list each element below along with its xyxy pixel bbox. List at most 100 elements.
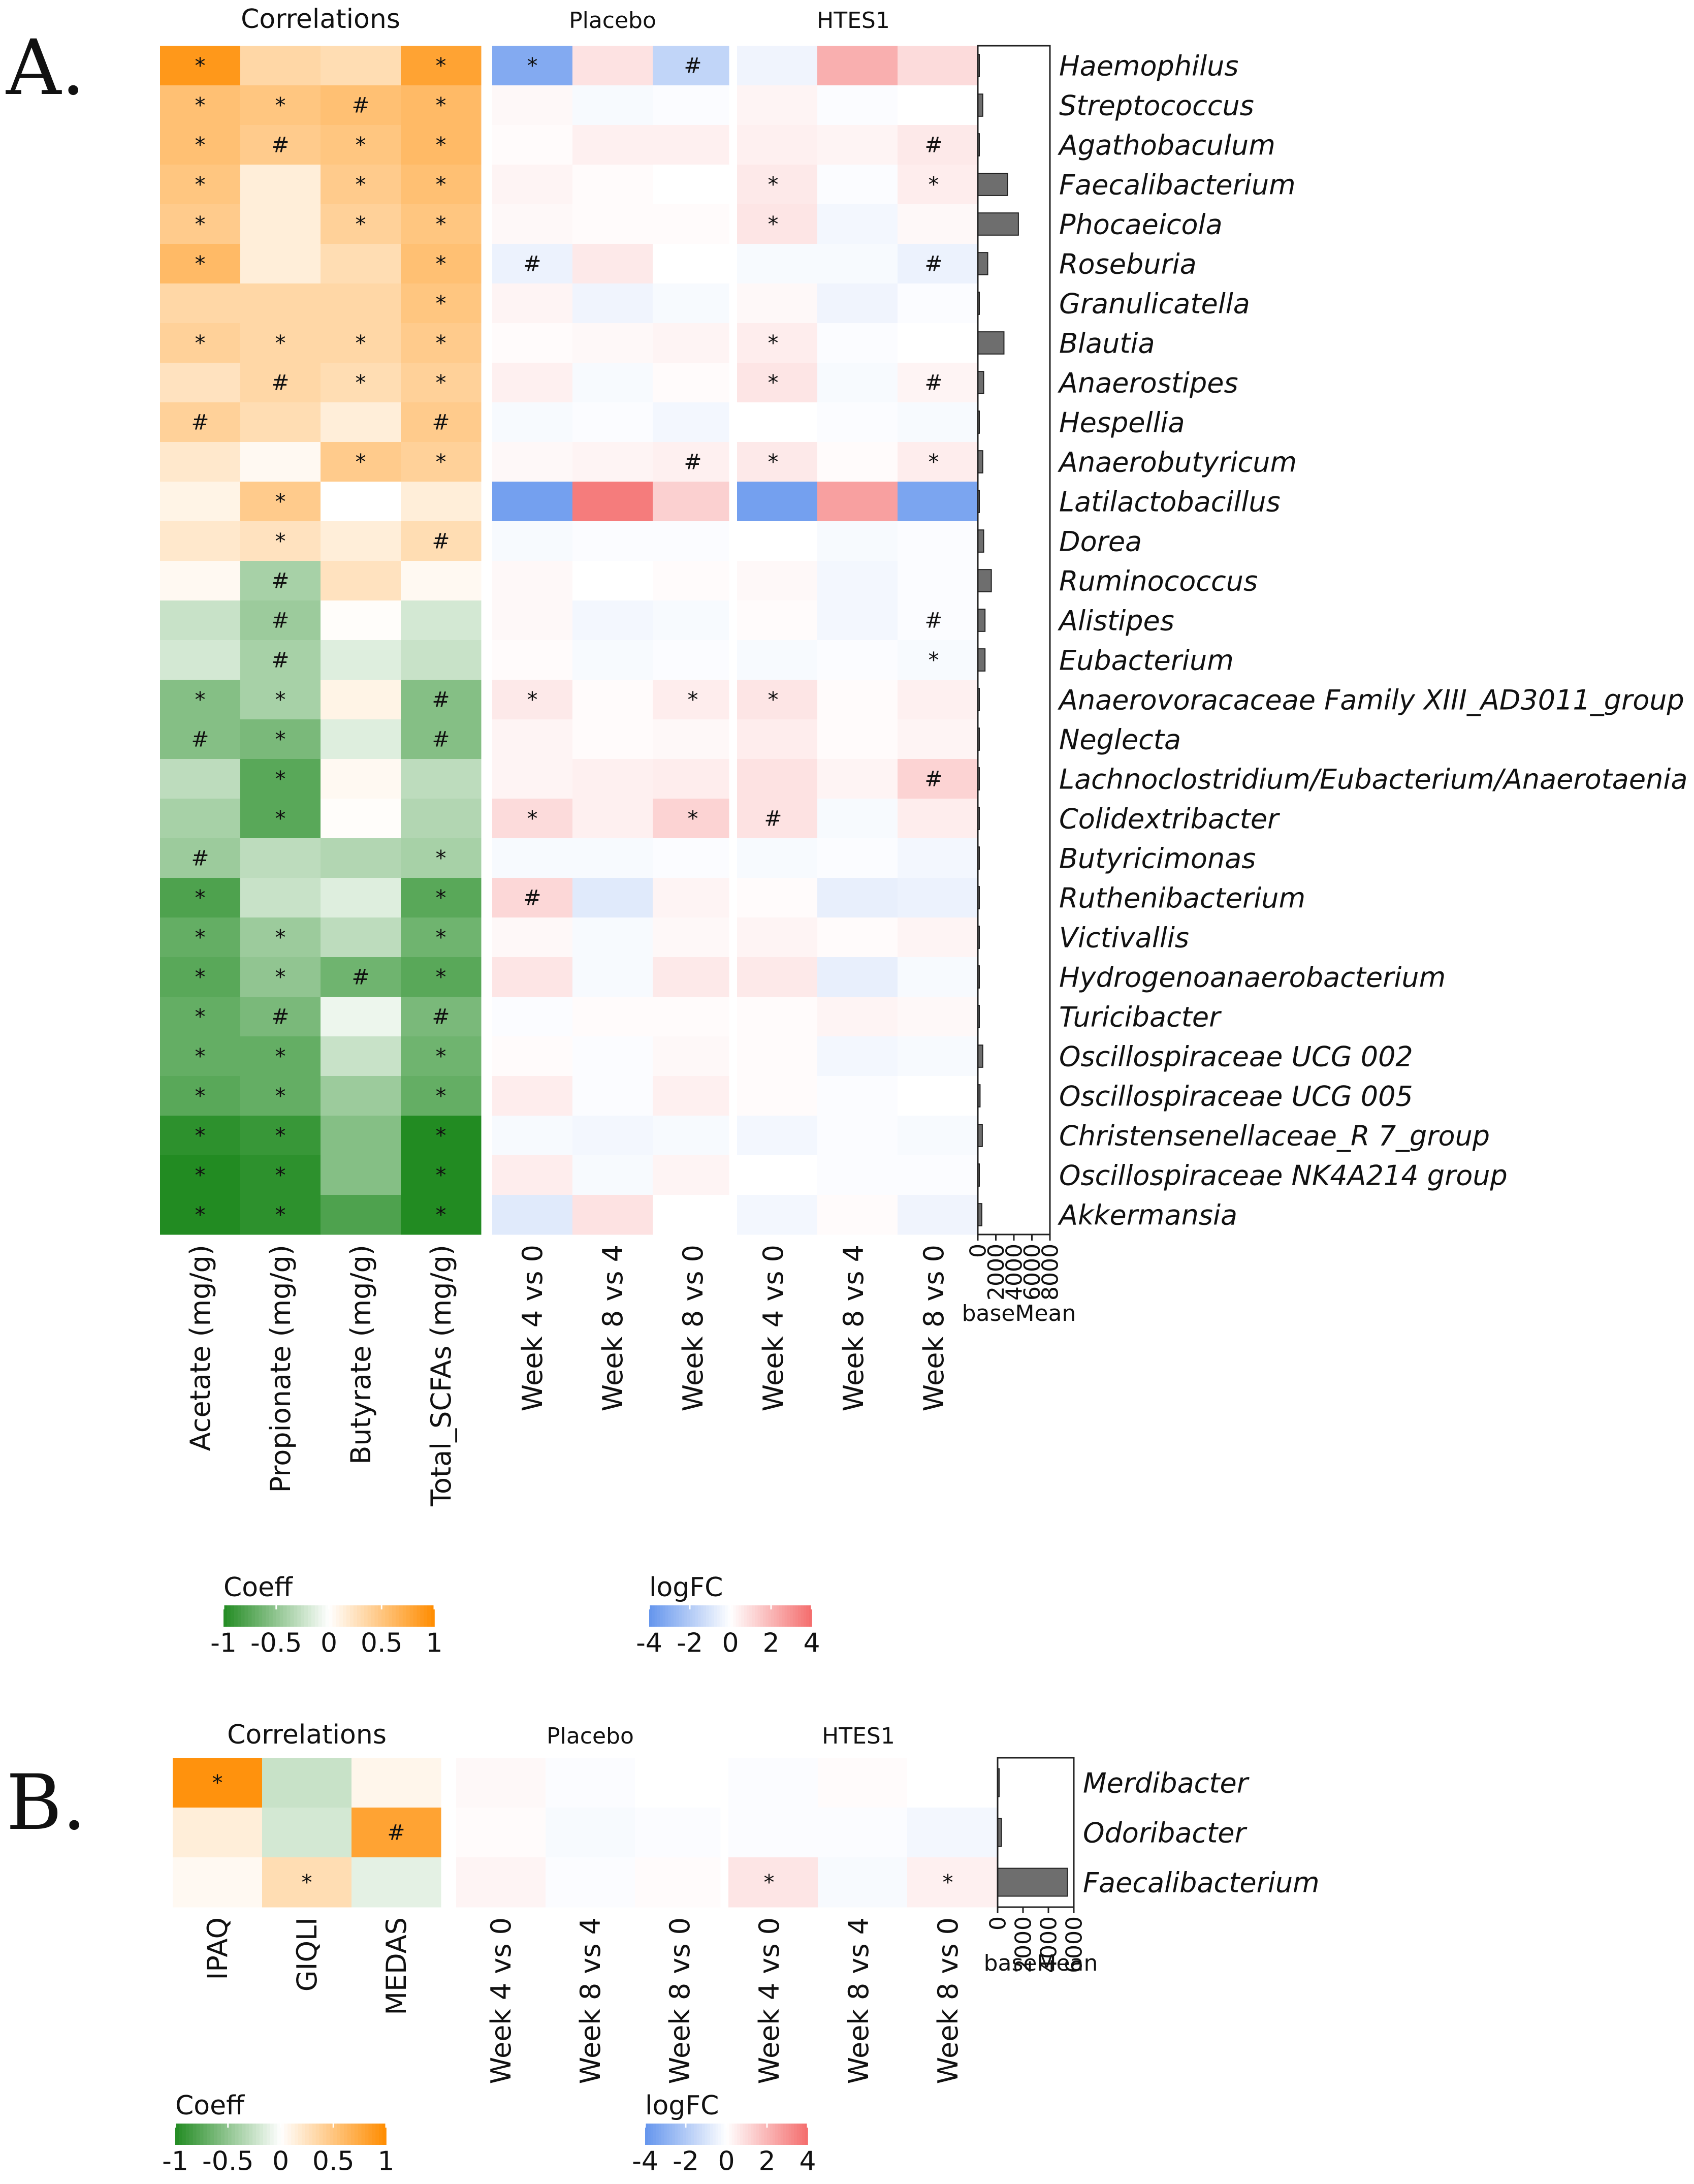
logfc-cell — [737, 799, 818, 839]
logfc-cell — [653, 997, 729, 1037]
coeff-legend-b-swatch — [375, 2124, 379, 2145]
logfc-cell — [817, 838, 898, 878]
corr-sig-mark: * — [275, 331, 286, 356]
logfc-sig-mark: * — [764, 1870, 775, 1895]
logfc-cell — [817, 85, 898, 125]
logfc-cell — [492, 917, 573, 958]
coeff-legend-a-swatch — [336, 1605, 340, 1627]
corr-cell — [321, 878, 401, 918]
corr-sig-mark: # — [432, 687, 450, 712]
logfc-cell — [572, 521, 653, 561]
corr-cell — [240, 125, 321, 165]
logfc-sig-mark: * — [768, 172, 779, 197]
corr-cell — [240, 244, 321, 284]
corr-sig-mark: * — [275, 489, 286, 514]
coeff-legend-a-swatch — [399, 1605, 403, 1627]
corr-cell — [401, 521, 482, 561]
corr-cell — [401, 1155, 482, 1195]
logfc-legend-a-swatch — [739, 1605, 742, 1627]
corr-cell — [401, 165, 482, 205]
corr-cell — [240, 85, 321, 125]
logfc-cell — [817, 125, 898, 165]
logfc-sig-mark: * — [929, 172, 939, 197]
corr-cell — [160, 957, 241, 997]
logfc-cell — [898, 957, 978, 997]
logfc-sig-mark: * — [527, 806, 538, 831]
logfc-cell — [653, 125, 729, 165]
logfc-column-label: Week 4 vs 0 — [517, 1245, 549, 1411]
coeff-legend-a-swatch — [279, 1605, 284, 1627]
corr-cell — [321, 1076, 401, 1116]
corr-cell — [240, 719, 321, 759]
corr-cell — [401, 680, 482, 720]
logfc-sig-mark: # — [523, 885, 541, 910]
logfc-sig-mark: * — [527, 687, 538, 712]
corr-cell — [160, 1195, 241, 1235]
coeff-legend-b-swatch — [266, 2124, 271, 2145]
corr-cell — [321, 442, 401, 482]
corr-sig-mark: * — [195, 1084, 206, 1109]
corr-cell — [321, 719, 401, 759]
coeff-legend-a-tick-label: 1 — [426, 1628, 442, 1658]
corr-sig-mark: * — [195, 133, 206, 157]
coeff-legend-a-swatch — [286, 1605, 291, 1627]
logfc-cell — [653, 442, 729, 482]
corr-sig-mark: # — [432, 410, 450, 435]
logfc-legend-a-swatch — [679, 1605, 682, 1627]
corr-cell — [160, 283, 241, 324]
corr-sig-mark: * — [275, 93, 286, 118]
corr-sig-mark: * — [195, 93, 206, 118]
corr-column-label: Butyrate (mg/g) — [345, 1245, 377, 1465]
logfc-cell — [492, 600, 573, 641]
coeff-legend-a-title: Coeff — [223, 1572, 293, 1603]
logfc-cell — [898, 323, 978, 363]
coeff-legend-a-tick-label: -0.5 — [250, 1628, 302, 1658]
coeff-legend-b-swatch — [235, 2124, 239, 2145]
corr-sig-mark: * — [275, 687, 286, 712]
logfc-cell — [635, 1857, 721, 1908]
coeff-legend-b-swatch — [182, 2124, 186, 2145]
logfc-legend-b-swatch — [800, 2124, 803, 2145]
corr-cell — [160, 917, 241, 958]
corr-cell — [160, 997, 241, 1037]
logfc-legend-a-swatch — [760, 1605, 763, 1627]
logfc-legend-a-swatch — [714, 1605, 718, 1627]
logfc-cell — [572, 719, 653, 759]
taxon-label: Faecalibacterium — [1083, 1866, 1320, 1898]
logfc-legend-b-swatch — [707, 2124, 711, 2145]
coeff-legend-b-swatch — [273, 2124, 278, 2145]
corr-cell — [160, 1036, 241, 1077]
coeff-legend-a-swatch — [325, 1605, 330, 1627]
logfc-legend-b-swatch — [723, 2124, 727, 2145]
logfc-cell — [737, 125, 818, 165]
logfc-legend-a-swatch — [660, 1605, 663, 1627]
corr-column-label: GIQLI — [291, 1917, 323, 1991]
logfc-column-label: Week 8 vs 0 — [918, 1245, 950, 1411]
logfc-cell — [737, 838, 818, 878]
taxon-label: Ruthenibacterium — [1059, 882, 1305, 914]
corr-cell — [321, 917, 401, 958]
coeff-legend-a-swatch — [371, 1605, 375, 1627]
corr-cell — [321, 1036, 401, 1077]
logfc-legend-b-swatch — [794, 2124, 797, 2145]
coeff-legend-b-swatch — [365, 2124, 369, 2145]
corr-cell — [240, 1036, 321, 1077]
corr-cell — [401, 204, 482, 244]
logfc-column-label: Week 8 vs 4 — [838, 1245, 870, 1411]
logfc-legend-b-swatch — [805, 2124, 808, 2145]
logfc-legend-b-swatch — [715, 2124, 719, 2145]
corr-sig-mark: # — [271, 648, 289, 673]
basemean-tick-label: 6000 — [1061, 1916, 1087, 1973]
corr-sig-mark: * — [356, 133, 366, 157]
logfc-sig-mark: * — [688, 687, 698, 712]
logfc-cell — [737, 917, 818, 958]
logfc-cell — [653, 719, 729, 759]
corr-sig-mark: * — [436, 53, 446, 78]
logfc-legend-b-swatch — [705, 2124, 708, 2145]
logfc-column-label: Week 4 vs 0 — [485, 1917, 517, 2084]
coeff-legend-a-swatch — [385, 1605, 389, 1627]
logfc-legend-b-tick-label: 2 — [758, 2146, 775, 2176]
taxon-label: Anaerobutyricum — [1058, 446, 1297, 478]
coeff-legend-b-swatch — [214, 2124, 218, 2145]
coeff-legend-b-swatch — [312, 2124, 316, 2145]
